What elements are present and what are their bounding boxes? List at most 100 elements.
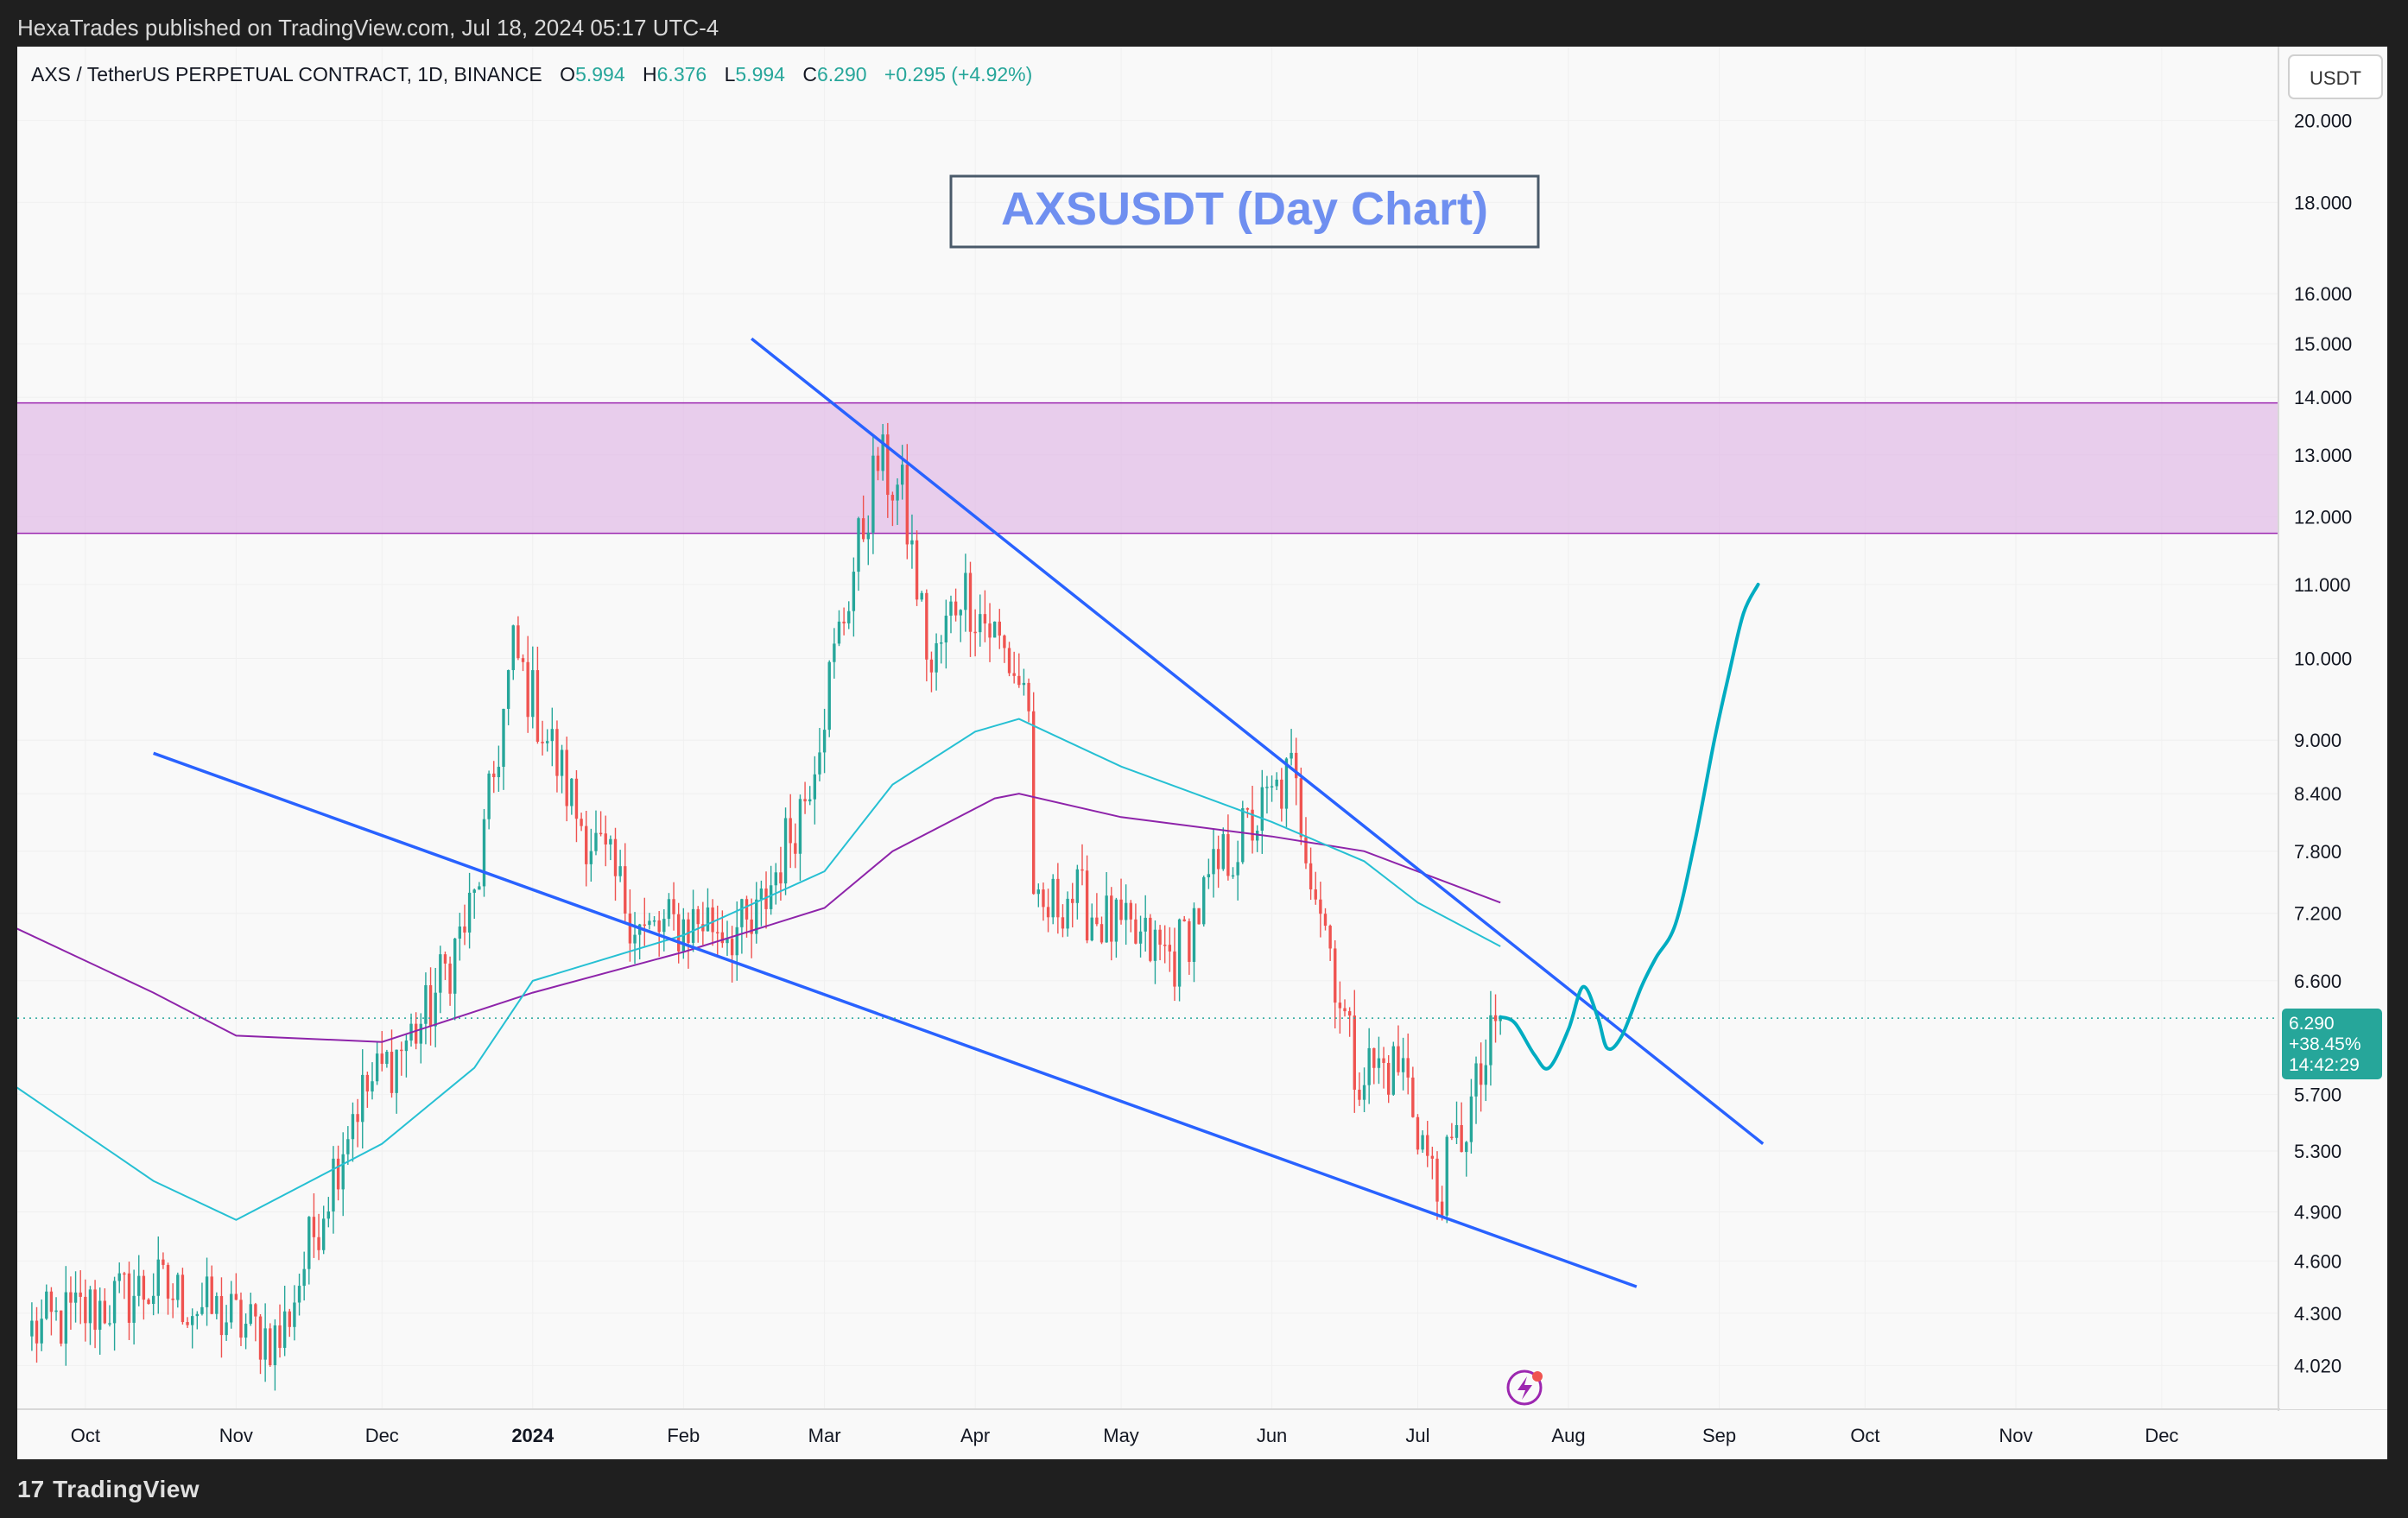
- candle-body: [949, 601, 953, 616]
- candle-body: [755, 899, 758, 934]
- candle-body: [1460, 1124, 1463, 1153]
- candle-body: [940, 642, 943, 644]
- candle-body: [915, 540, 919, 600]
- candle-body: [45, 1291, 48, 1319]
- ohlc-o-label: O: [560, 63, 575, 85]
- candle-body: [1090, 917, 1093, 941]
- candle-body: [769, 885, 773, 909]
- price-tick-label: 5.300: [2294, 1141, 2341, 1162]
- candle-body: [1022, 682, 1026, 686]
- candle-body: [983, 614, 987, 624]
- price-tick-label: 16.000: [2294, 283, 2352, 305]
- price-tick-label: 15.000: [2294, 333, 2352, 355]
- candle-body: [881, 434, 884, 471]
- lightning-icon[interactable]: [1506, 1369, 1543, 1406]
- candle-body: [132, 1295, 136, 1323]
- candle-body: [205, 1276, 209, 1307]
- candle-body: [643, 924, 646, 927]
- chart-title-box: AXSUSDT (Day Chart): [949, 174, 1540, 249]
- candle-body: [1192, 908, 1196, 962]
- candle-body: [648, 920, 651, 926]
- candle-body: [269, 1328, 272, 1365]
- currency-label: USDT: [2310, 67, 2361, 89]
- candle-body: [1499, 1018, 1502, 1021]
- candle-body: [896, 484, 899, 501]
- time-tick-label: Nov: [1999, 1425, 2032, 1446]
- candle-body: [1071, 898, 1074, 903]
- candle-body: [1251, 809, 1254, 841]
- price-tick-label: 13.000: [2294, 445, 2352, 466]
- chart-frame[interactable]: 20.000 18.000 16.000 15.000 14.000 13.000 12.0…: [17, 47, 2387, 1459]
- currency-selector[interactable]: USDT: [2288, 54, 2383, 99]
- candle-body: [813, 774, 817, 800]
- candle-body: [59, 1310, 63, 1344]
- candle-body: [759, 888, 764, 900]
- candle-body: [112, 1281, 117, 1324]
- candle-body: [302, 1268, 306, 1287]
- candle-body: [1372, 1047, 1376, 1068]
- projection-path: [1499, 582, 1760, 1071]
- time-axis[interactable]: Oct Nov Dec 2024 Feb Mar Apr May Jun Jul Aug Sep Oct…: [71, 1425, 2179, 1446]
- ohlc-l-value: 5.994: [735, 63, 785, 85]
- candle-body: [1075, 869, 1080, 903]
- candle-body: [1061, 917, 1065, 929]
- candle-body: [346, 1139, 350, 1154]
- candle-body: [745, 899, 749, 920]
- candle-body: [225, 1322, 228, 1336]
- badge-price: 6.290: [2289, 1014, 2335, 1034]
- candle-body: [380, 1053, 383, 1065]
- candle-body: [356, 1114, 359, 1123]
- candle-body: [1280, 779, 1283, 809]
- supply-zone: [17, 402, 2278, 534]
- candle-body: [1479, 1063, 1483, 1085]
- candle-body: [852, 572, 856, 611]
- candle-body: [900, 465, 904, 485]
- candle-body: [371, 1081, 374, 1092]
- candle-body: [400, 1049, 403, 1052]
- candle-body: [789, 818, 792, 844]
- badge-countdown: 14:42:29: [2289, 1055, 2360, 1075]
- candle-body: [93, 1289, 97, 1330]
- candle-body: [88, 1289, 92, 1324]
- candle-body: [463, 926, 466, 933]
- candle-body: [1426, 1135, 1429, 1156]
- candle-body: [779, 872, 783, 884]
- chart-svg[interactable]: 20.000 18.000 16.000 15.000 14.000 13.000 12.0…: [17, 47, 2387, 1459]
- candle-body: [944, 615, 948, 642]
- candle-body: [574, 778, 579, 819]
- candle-body: [1387, 1062, 1391, 1095]
- candle-body: [910, 540, 914, 545]
- candle-body: [1110, 895, 1113, 942]
- candle-body: [1153, 929, 1157, 961]
- candle-body: [1216, 849, 1220, 870]
- candle-body: [467, 892, 472, 933]
- candle-body: [720, 932, 725, 944]
- candle-body: [1056, 878, 1060, 918]
- candle-body: [1182, 919, 1186, 921]
- badge-change: +38.45%: [2289, 1034, 2361, 1054]
- candle-body: [696, 908, 700, 925]
- candle-body: [176, 1274, 180, 1300]
- candle-body: [662, 919, 666, 933]
- time-tick-label: Aug: [1551, 1425, 1585, 1446]
- candle-body: [336, 1158, 340, 1190]
- candle-body: [1465, 1142, 1468, 1153]
- candle-body: [1012, 673, 1016, 676]
- candle-body: [959, 610, 962, 616]
- tradingview-logo-icon: 17: [17, 1476, 45, 1502]
- candle-body: [117, 1273, 121, 1281]
- candle-body: [1149, 917, 1152, 961]
- candle-body: [1007, 648, 1011, 674]
- candle-body: [1221, 834, 1225, 870]
- candle-body: [726, 939, 729, 944]
- candle-body: [541, 741, 544, 743]
- price-axis[interactable]: 20.000 18.000 16.000 15.000 14.000 13.000 12.0…: [2294, 111, 2352, 1377]
- candle-body: [497, 767, 501, 778]
- candle-body: [1295, 752, 1298, 779]
- candle-body: [954, 601, 958, 616]
- price-tick-label: 4.600: [2294, 1250, 2341, 1272]
- candle-body: [822, 730, 827, 753]
- candle-body: [79, 1292, 82, 1297]
- candle-body: [254, 1304, 257, 1317]
- candle-body: [531, 670, 535, 718]
